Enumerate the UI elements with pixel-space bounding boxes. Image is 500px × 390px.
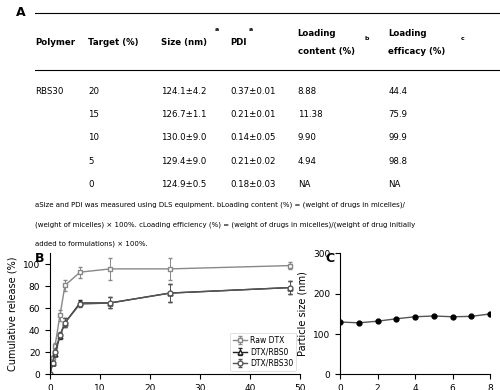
- Text: B: B: [35, 252, 44, 264]
- Text: (weight of micelles) × 100%. cLoading efficiency (%) = (weight of drugs in micel: (weight of micelles) × 100%. cLoading ef…: [35, 221, 415, 227]
- Text: Loading: Loading: [388, 28, 427, 37]
- Text: c: c: [461, 36, 464, 41]
- Text: 124.1±4.2: 124.1±4.2: [160, 87, 206, 96]
- Text: 11.38: 11.38: [298, 110, 322, 119]
- Text: NA: NA: [388, 180, 401, 189]
- Text: Target (%): Target (%): [88, 38, 139, 47]
- Text: 0.18±0.03: 0.18±0.03: [230, 180, 276, 189]
- Text: Size (nm): Size (nm): [160, 38, 206, 47]
- Text: 126.7±1.1: 126.7±1.1: [160, 110, 206, 119]
- Text: 129.4±9.0: 129.4±9.0: [160, 157, 206, 166]
- Text: 98.8: 98.8: [388, 157, 407, 166]
- Text: a: a: [215, 27, 219, 32]
- Text: 0.14±0.05: 0.14±0.05: [230, 133, 276, 142]
- Text: NA: NA: [298, 180, 310, 189]
- Text: RBS30: RBS30: [35, 87, 64, 96]
- Text: 4.94: 4.94: [298, 157, 316, 166]
- Text: added to formulations) × 100%.: added to formulations) × 100%.: [35, 240, 148, 246]
- Text: efficacy (%): efficacy (%): [388, 47, 446, 56]
- Text: a: a: [248, 27, 252, 32]
- Text: Polymer: Polymer: [35, 38, 75, 47]
- Y-axis label: Cumulative release (%): Cumulative release (%): [8, 257, 18, 371]
- Text: 0.37±0.01: 0.37±0.01: [230, 87, 276, 96]
- Text: 124.9±0.5: 124.9±0.5: [160, 180, 206, 189]
- Text: 99.9: 99.9: [388, 133, 407, 142]
- Text: C: C: [325, 252, 334, 264]
- Text: aSize and PDI was measured using DLS equipment. bLoading content (%) = (weight o: aSize and PDI was measured using DLS equ…: [35, 202, 405, 208]
- Text: A: A: [16, 6, 26, 19]
- Text: 15: 15: [88, 110, 100, 119]
- Text: PDI: PDI: [230, 38, 247, 47]
- Text: 0.21±0.02: 0.21±0.02: [230, 157, 276, 166]
- Text: 75.9: 75.9: [388, 110, 407, 119]
- Text: 130.0±9.0: 130.0±9.0: [160, 133, 206, 142]
- Text: 9.90: 9.90: [298, 133, 316, 142]
- Text: Loading: Loading: [298, 28, 336, 37]
- Text: b: b: [364, 36, 368, 41]
- Text: 0: 0: [88, 180, 94, 189]
- Text: 10: 10: [88, 133, 100, 142]
- Text: 44.4: 44.4: [388, 87, 407, 96]
- Text: 0.21±0.01: 0.21±0.01: [230, 110, 276, 119]
- Text: 5: 5: [88, 157, 94, 166]
- Legend: Raw DTX, DTX/RBS0, DTX/RBS30: Raw DTX, DTX/RBS0, DTX/RBS30: [230, 333, 296, 370]
- Text: 20: 20: [88, 87, 100, 96]
- Text: content (%): content (%): [298, 47, 354, 56]
- Text: 8.88: 8.88: [298, 87, 317, 96]
- Y-axis label: Particle size (nm): Particle size (nm): [298, 271, 308, 356]
